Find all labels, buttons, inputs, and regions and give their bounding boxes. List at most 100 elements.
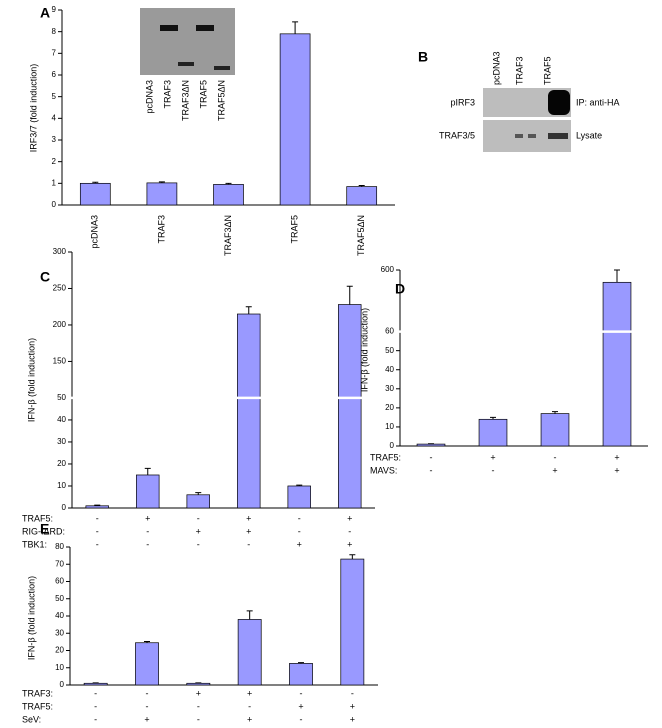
y-tick-label: 20 [57, 459, 66, 468]
y-tick-label: 300 [53, 247, 67, 256]
y-tick-label: 40 [55, 611, 64, 620]
bar [287, 485, 311, 509]
condition-name: SeV: [22, 714, 41, 724]
condition-sign: - [94, 701, 97, 711]
y-tick-label: 20 [385, 403, 394, 412]
y-tick-label: 10 [57, 481, 66, 490]
x-tick-label: TRAF3ΔN [223, 215, 233, 256]
panel-label: B [418, 49, 428, 65]
bar [135, 642, 159, 686]
blot-band [548, 133, 568, 139]
blot-band [548, 90, 570, 115]
y-tick-label: 70 [55, 559, 64, 568]
panel-label: C [40, 269, 50, 285]
x-tick-label: TRAF3 [156, 215, 166, 244]
condition-sign: - [146, 526, 149, 536]
row-label: TRAF3/5 [439, 130, 475, 140]
condition-sign: + [247, 688, 252, 698]
bar [416, 443, 446, 447]
y-tick-label: 10 [385, 422, 394, 431]
y-tick-label: 150 [53, 357, 67, 366]
bar [289, 663, 313, 686]
y-tick-label: 2 [52, 157, 57, 166]
error-bar [92, 181, 99, 184]
y-tick-label: 60 [55, 577, 64, 586]
bar [540, 413, 570, 447]
error-bar [346, 285, 353, 305]
condition-sign: - [298, 526, 301, 536]
condition-sign: + [350, 714, 355, 724]
condition-sign: - [248, 701, 251, 711]
y-tick-label: 0 [390, 441, 395, 450]
y-tick-label: 0 [60, 680, 65, 689]
condition-sign: + [490, 452, 495, 462]
error-bar [614, 269, 620, 283]
condition-sign: - [430, 465, 433, 475]
condition-sign: + [350, 701, 355, 711]
error-bar [245, 306, 252, 315]
condition-name: RIG-IΔRD: [22, 526, 65, 536]
y-tick-label: 6 [52, 70, 57, 79]
condition-sign: + [196, 526, 201, 536]
y-tick-label: 50 [55, 594, 64, 603]
inset-label: pcDNA3 [144, 80, 154, 114]
y-tick-label: 7 [52, 48, 57, 57]
condition-sign: + [347, 513, 352, 523]
y-axis-label: IFN-β (fold induction) [359, 308, 369, 392]
condition-sign: - [351, 688, 354, 698]
condition-sign: - [197, 701, 200, 711]
inset-label: TRAF5ΔN [216, 80, 226, 121]
y-axis-label: IRF3/7 (fold induction) [28, 64, 38, 153]
error-bar [349, 554, 356, 560]
error-bar [292, 21, 299, 34]
panel-label: E [40, 521, 49, 537]
bar [340, 558, 365, 686]
x-tick-label: pcDNA3 [90, 215, 100, 249]
condition-sign: + [196, 688, 201, 698]
y-tick-label: 5 [52, 92, 57, 101]
condition-sign: - [197, 714, 200, 724]
error-bar [552, 411, 558, 414]
bar [136, 474, 160, 509]
bar [478, 418, 508, 447]
row-label: pIRF3 [450, 97, 475, 107]
error-bar [246, 610, 253, 620]
error-bar [225, 182, 232, 185]
y-tick-label: 3 [52, 135, 57, 144]
condition-sign: - [298, 513, 301, 523]
condition-sign: - [492, 465, 495, 475]
x-tick-label: TRAF5ΔN [356, 215, 366, 256]
condition-sign: + [145, 513, 150, 523]
condition-name: TRAF5: [370, 452, 401, 462]
y-tick-label: 10 [55, 663, 64, 672]
error-bar [358, 185, 365, 187]
condition-sign: - [247, 539, 250, 549]
condition-sign: + [614, 452, 619, 462]
y-tick-label: 30 [55, 628, 64, 637]
condition-sign: + [614, 465, 619, 475]
y-tick-label: 60 [385, 327, 394, 336]
condition-sign: - [96, 526, 99, 536]
blot-band [160, 25, 178, 31]
condition-sign: + [552, 465, 557, 475]
condition-sign: - [197, 539, 200, 549]
bar [237, 313, 261, 509]
condition-sign: - [96, 513, 99, 523]
bar [338, 304, 362, 509]
lane-label: pcDNA3 [491, 51, 501, 85]
error-bar [298, 662, 304, 664]
y-tick-label: 0 [62, 503, 67, 512]
blot-separator [483, 117, 571, 120]
y-tick-label: 30 [385, 384, 394, 393]
bar [85, 505, 109, 509]
lane-label: TRAF5 [542, 56, 552, 85]
condition-sign: + [246, 513, 251, 523]
error-bar [158, 181, 165, 183]
condition-sign: - [348, 526, 351, 536]
bar [213, 184, 244, 206]
y-tick-label: 200 [53, 320, 67, 329]
y-tick-label: 250 [53, 284, 67, 293]
condition-sign: - [96, 539, 99, 549]
condition-sign: - [94, 714, 97, 724]
